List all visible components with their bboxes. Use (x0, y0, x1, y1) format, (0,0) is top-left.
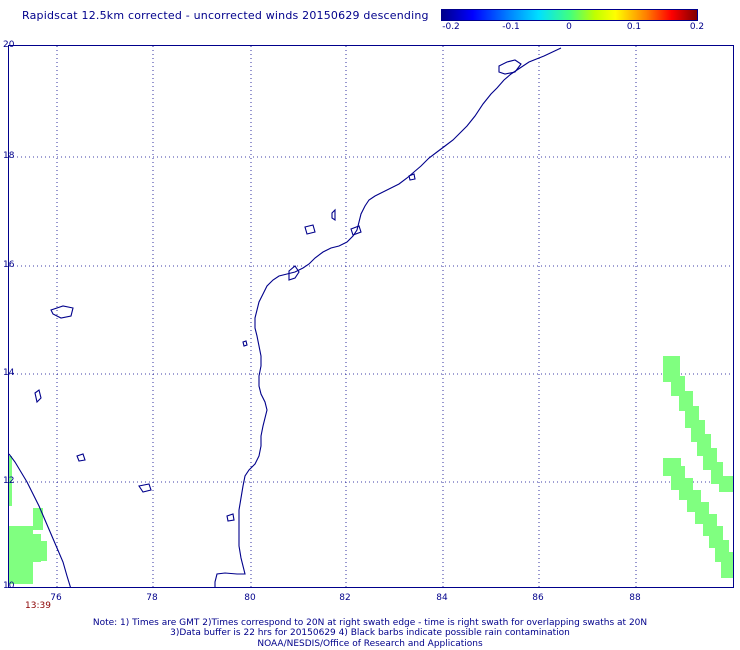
lon-label-76: 76 (50, 593, 62, 603)
lon-label-84: 84 (436, 593, 448, 603)
swath-cell (721, 552, 733, 578)
swath-cell (719, 476, 733, 492)
lon-label-78: 78 (146, 593, 158, 603)
coastline (9, 47, 562, 587)
swath-cell (9, 526, 33, 584)
inland-lake (34, 389, 42, 404)
map-frame (8, 45, 734, 588)
lat-label-18: 18 (3, 151, 15, 161)
colorbar-label-0.1: 0.1 (626, 22, 642, 32)
lat-label-10: 10 (3, 581, 15, 591)
lon-label-82: 82 (339, 593, 351, 603)
coast-inlet (304, 224, 316, 235)
ganges-delta-island (498, 59, 522, 75)
lon-label-88: 88 (629, 593, 641, 603)
colorbar (441, 9, 698, 21)
lat-label-14: 14 (3, 368, 15, 378)
map-title: Rapidscat 12.5km corrected - uncorrected… (22, 9, 429, 22)
kolleru-lake (50, 305, 74, 319)
coast-inlet (331, 208, 336, 222)
map-canvas (9, 46, 733, 587)
inland-lake (226, 513, 235, 522)
lat-label-12: 12 (3, 476, 15, 486)
wind-difference-swath (9, 356, 733, 584)
chilika-lake (350, 225, 362, 236)
mainland-coast (214, 47, 562, 587)
pulicat-lake (138, 483, 152, 493)
swath-cell (9, 456, 12, 506)
inland-lake (242, 340, 248, 347)
footnote-line-2: 3)Data buffer is 22 hrs for 20150629 4) … (170, 628, 570, 638)
footnote-credit: NOAA/NESDIS/Office of Research and Appli… (257, 639, 483, 649)
coast-fragment (408, 173, 416, 181)
lon-label-80: 80 (244, 593, 256, 603)
lat-label-16: 16 (3, 260, 15, 270)
southwest-coast (9, 453, 71, 587)
swath-cell (41, 541, 47, 561)
swath-time-label: 13:39 (25, 601, 51, 611)
krishna-delta (288, 265, 300, 281)
lat-label-20: 20 (3, 40, 15, 50)
swath-cell (33, 534, 41, 562)
lon-label-86: 86 (532, 593, 544, 603)
colorbar-label-0.2: 0.2 (689, 22, 705, 32)
footnote-line-1: Note: 1) Times are GMT 2)Times correspon… (92, 618, 648, 628)
inland-lake (76, 453, 86, 462)
swath-cell (663, 356, 680, 382)
swath-cell (33, 508, 43, 530)
colorbar-label-0: 0 (566, 22, 572, 32)
colorbar-label-neg-0.1: -0.1 (502, 22, 520, 32)
graticule (9, 46, 733, 587)
colorbar-label-neg-0.2: -0.2 (442, 22, 460, 32)
